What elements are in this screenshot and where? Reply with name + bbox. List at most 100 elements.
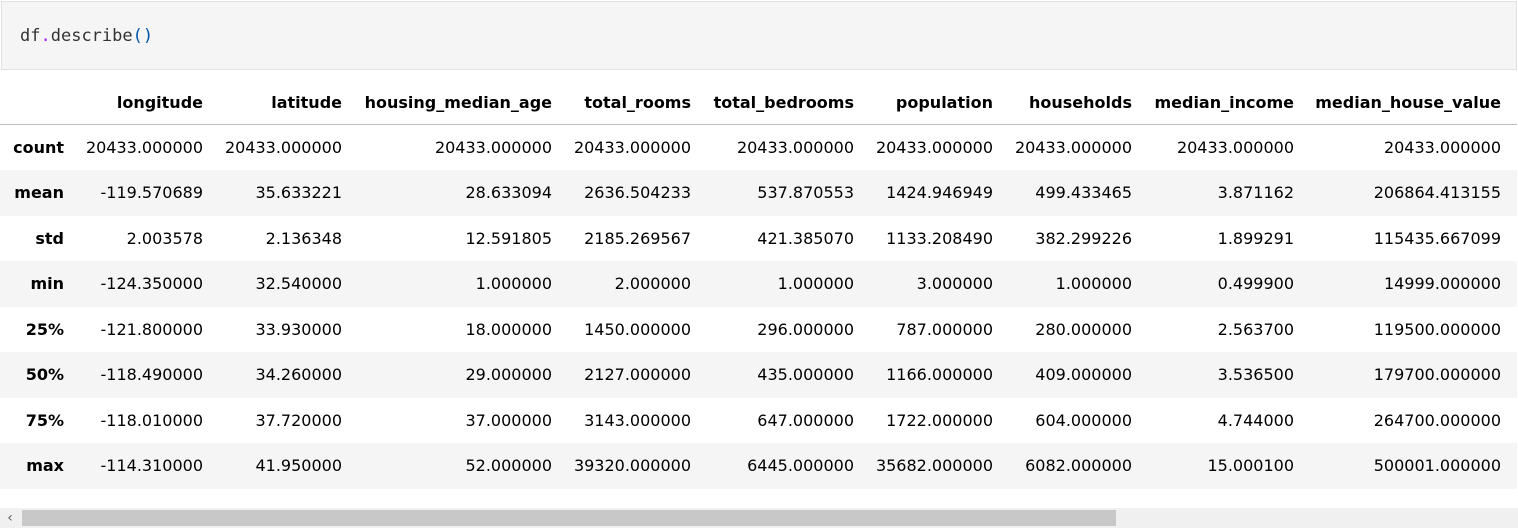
table-cell: 3.871162 [1217,183,1294,203]
row-label: std [35,228,64,248]
table-cell: 119500.000000 [1373,319,1501,339]
row-label: min [30,274,64,294]
table-row: 25% -121.800000 33.930000 18.000000 1450.000… [0,306,1517,352]
table-cell: 4.744000 [1217,410,1294,430]
table-cell: 3.000000 [916,274,993,294]
table-cell: 20433.000000 [1014,138,1132,157]
table-cell: 1424.946949 [886,183,993,203]
table-cell: 409.000000 [1035,365,1132,385]
table-cell: -118.010000 [100,410,203,430]
table-cell: -124.350000 [100,274,203,294]
table-cell: 1.899291 [1217,228,1294,248]
row-label: 25% [25,319,64,339]
table-cell: 2127.000000 [584,365,691,385]
table-cell: 2.136348 [265,228,342,248]
table-cell: 500001.000000 [1373,456,1501,476]
table-cell: 2636.504233 [584,183,691,203]
table-cell: 1722.000000 [886,410,993,430]
table-row: mean -119.570689 35.633221 28.633094 2636.50… [0,170,1517,216]
table-cell: 6445.000000 [747,456,854,476]
table-cell: 115435.667099 [1373,228,1501,248]
table-cell: 421.385070 [757,228,854,248]
table-row: 75% -118.010000 37.720000 37.000000 3143.000… [0,397,1517,443]
table-cell: 14999.000000 [1383,274,1501,294]
table-cell: 15.000100 [1207,456,1294,476]
table-cell: 20433.000000 [736,138,854,157]
table-cell: 33.930000 [255,319,342,339]
table-cell: 20433.000000 [85,138,203,157]
table-cell: 20433.000000 [434,138,552,157]
column-header: total_rooms [568,80,707,125]
table-cell: 34.260000 [255,365,342,385]
table-row: 50% -118.490000 34.260000 29.000000 2127.000… [0,352,1517,398]
table-cell: -118.490000 [100,365,203,385]
table-cell: 20433.000000 [1176,138,1294,157]
table-cell: 29.000000 [465,365,552,385]
table-cell: 604.000000 [1035,410,1132,430]
table-cell: 1166.000000 [886,365,993,385]
horizontal-scrollbar[interactable]: ‹ [0,508,1518,528]
table-cell: 52.000000 [465,456,552,476]
index-header [0,80,80,125]
table-cell: 35682.000000 [875,456,993,476]
table-cell: 37.000000 [465,410,552,430]
table-cell: 3.536500 [1217,365,1294,385]
table-cell: 499.433465 [1035,183,1132,203]
column-header: population [870,80,1009,125]
table-cell: 382.299226 [1035,228,1132,248]
table-cell: -119.570689 [100,183,203,203]
table-cell: 0.499900 [1217,274,1294,294]
table-cell: 20433.000000 [875,138,993,157]
table-row: min -124.350000 32.540000 1.000000 2.000000 1… [0,261,1517,307]
table-cell: 647.000000 [757,410,854,430]
table-cell: 1.000000 [475,274,552,294]
table-cell: 1.000000 [777,274,854,294]
scrollbar-thumb[interactable] [22,510,1116,526]
table-cell: 39320.000000 [573,456,691,476]
column-header: households [1009,80,1148,125]
table-cell: 37.720000 [255,410,342,430]
table-cell: 2.003578 [126,228,203,248]
row-label: mean [14,183,64,203]
table-cell: 264700.000000 [1373,410,1501,430]
table-cell: 41.950000 [255,456,342,476]
table-cell: 20433.000000 [1383,138,1501,157]
column-header: median_income [1148,80,1310,125]
table-cell: -114.310000 [100,456,203,476]
table-cell: 20433.000000 [224,138,342,157]
table-cell: 280.000000 [1035,319,1132,339]
table-cell: 1450.000000 [584,319,691,339]
row-label: 75% [25,410,64,430]
table-cell: 435.000000 [757,365,854,385]
table-cell: 18.000000 [465,319,552,339]
table-row: std 2.003578 2.136348 12.591805 2185.269567 4… [0,215,1517,261]
column-header: total_bedrooms [707,80,870,125]
table-cell: 1133.208490 [886,228,993,248]
table-cell: 1.000000 [1055,274,1132,294]
header-row: longitude latitude housing_median_age total… [0,80,1517,125]
cell-output: longitude latitude housing_median_age total… [0,80,1518,508]
table-cell: -121.800000 [100,319,203,339]
table-cell: 2185.269567 [584,228,691,248]
column-header: longitude [80,80,219,125]
table-cell: 20433.000000 [573,138,691,157]
table-cell: 206864.413155 [1373,183,1501,203]
table-cell: 296.000000 [757,319,854,339]
table-cell: 2.563700 [1217,319,1294,339]
row-label: 50% [25,365,64,385]
table-cell: 537.870553 [757,183,854,203]
table-cell: 35.633221 [255,183,342,203]
table-row: max -114.310000 41.950000 52.000000 39320.00… [0,443,1517,489]
code-cell-input[interactable]: df.describe() [1,1,1517,70]
table-cell: 179700.000000 [1373,365,1501,385]
table-cell: 787.000000 [896,319,993,339]
table-cell: 3143.000000 [584,410,691,430]
table-cell: 32.540000 [255,274,342,294]
code-text: df.describe() [20,26,154,46]
describe-table: longitude latitude housing_median_age total… [0,80,1517,489]
scroll-left-arrow-icon[interactable]: ‹ [7,510,13,526]
table-cell: 6082.000000 [1025,456,1132,476]
column-header: median_house_value [1310,80,1517,125]
table-cell: 28.633094 [465,183,552,203]
column-header: housing_median_age [358,80,568,125]
